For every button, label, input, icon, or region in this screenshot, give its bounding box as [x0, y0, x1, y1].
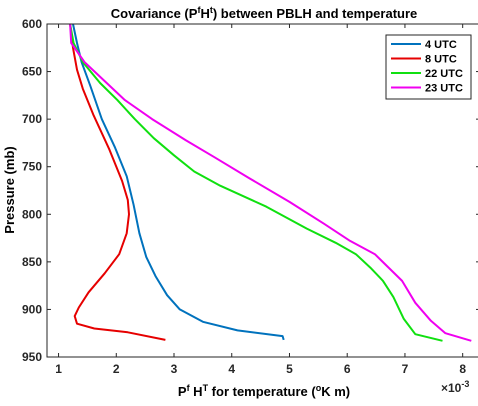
series-line-8-utc	[69, 23, 166, 341]
x-tick-label: 5	[286, 362, 293, 376]
legend: 4 UTC 8 UTC 22 UTC 23 UTC	[385, 34, 472, 100]
tick-labels: 1 2 3 4 5 6 7 8 600 650 700 750 800 850 900 950	[22, 17, 466, 376]
x-tick-label: 2	[113, 362, 120, 376]
y-tick-label: 900	[22, 302, 42, 316]
y-axis-label: Pressure (mb)	[2, 146, 17, 233]
x-axis-label: Pf HT for temperature (oK m)	[178, 383, 350, 399]
x-tick-label: 3	[171, 362, 178, 376]
x-tick-label: 7	[402, 362, 409, 376]
legend-label-8-utc: 8 UTC	[425, 54, 457, 66]
series-line-23-utc	[69, 23, 472, 342]
series-lines	[69, 23, 472, 342]
y-tick-label: 850	[22, 255, 42, 269]
plot-frame	[46, 23, 478, 358]
x-tick-label: 1	[55, 362, 62, 376]
chart-title: Covariance (PfHt) between PBLH and tempe…	[111, 5, 418, 21]
y-tick-label: 800	[22, 207, 42, 221]
legend-label-23-utc: 23 UTC	[425, 83, 463, 95]
x-tick-label: 4	[228, 362, 235, 376]
y-tick-label: 650	[22, 65, 42, 79]
legend-label-4-utc: 4 UTC	[425, 39, 457, 51]
y-tick-label: 700	[22, 112, 42, 126]
x-tick-label: 6	[344, 362, 351, 376]
series-line-4-utc	[72, 23, 285, 341]
series-line-22-utc	[69, 23, 443, 342]
y-tick-label: 600	[22, 17, 42, 31]
y-tick-label: 750	[22, 160, 42, 174]
legend-label-22-utc: 22 UTC	[425, 68, 463, 80]
x-axis-multiplier: ×10-3	[441, 379, 469, 395]
x-tick-label: 8	[459, 362, 466, 376]
y-tick-label: 950	[22, 350, 42, 364]
